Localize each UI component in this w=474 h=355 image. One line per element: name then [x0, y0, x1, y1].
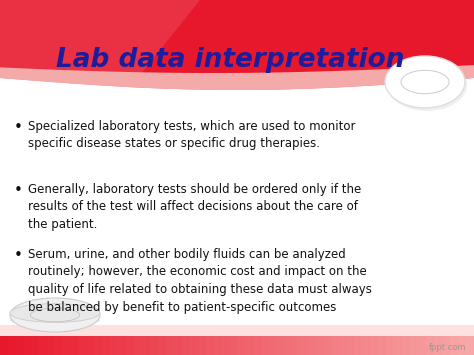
Polygon shape — [8, 336, 16, 355]
Text: Generally, laboratory tests should be ordered only if the
results of the test wi: Generally, laboratory tests should be or… — [28, 183, 361, 231]
Polygon shape — [435, 336, 442, 355]
Text: Specialized laboratory tests, which are used to monitor
specific disease states : Specialized laboratory tests, which are … — [28, 120, 356, 151]
Ellipse shape — [10, 313, 100, 327]
Ellipse shape — [385, 56, 465, 108]
Polygon shape — [332, 336, 340, 355]
Polygon shape — [0, 0, 474, 100]
Polygon shape — [450, 336, 458, 355]
Polygon shape — [142, 336, 150, 355]
Polygon shape — [95, 336, 103, 355]
Polygon shape — [229, 336, 237, 355]
Polygon shape — [300, 336, 308, 355]
Text: •: • — [14, 183, 22, 198]
Polygon shape — [198, 336, 205, 355]
Polygon shape — [103, 336, 110, 355]
Polygon shape — [347, 336, 356, 355]
Polygon shape — [269, 336, 276, 355]
Polygon shape — [458, 336, 466, 355]
Polygon shape — [0, 105, 474, 340]
Polygon shape — [371, 336, 379, 355]
Polygon shape — [158, 336, 166, 355]
Polygon shape — [253, 336, 261, 355]
Polygon shape — [213, 336, 221, 355]
Polygon shape — [316, 336, 324, 355]
Polygon shape — [87, 336, 95, 355]
Polygon shape — [308, 336, 316, 355]
Text: Serum, urine, and other bodily fluids can be analyzed
routinely; however, the ec: Serum, urine, and other bodily fluids ca… — [28, 248, 372, 313]
Polygon shape — [63, 336, 71, 355]
Polygon shape — [261, 336, 269, 355]
Polygon shape — [150, 336, 158, 355]
Polygon shape — [205, 336, 213, 355]
Polygon shape — [0, 65, 474, 90]
Polygon shape — [0, 78, 474, 120]
Polygon shape — [47, 336, 55, 355]
Ellipse shape — [10, 304, 100, 322]
Text: fppt.com: fppt.com — [428, 344, 466, 353]
Polygon shape — [0, 0, 200, 100]
Polygon shape — [276, 336, 284, 355]
Polygon shape — [71, 336, 79, 355]
Polygon shape — [427, 336, 435, 355]
Polygon shape — [174, 336, 182, 355]
Polygon shape — [24, 336, 32, 355]
Text: •: • — [14, 248, 22, 263]
Polygon shape — [356, 336, 364, 355]
Ellipse shape — [387, 59, 467, 111]
Polygon shape — [16, 336, 24, 355]
Polygon shape — [39, 336, 47, 355]
Polygon shape — [134, 336, 142, 355]
Polygon shape — [466, 336, 474, 355]
Polygon shape — [419, 336, 427, 355]
Polygon shape — [127, 336, 134, 355]
Polygon shape — [442, 336, 450, 355]
Polygon shape — [190, 336, 198, 355]
Polygon shape — [182, 336, 190, 355]
Polygon shape — [379, 336, 387, 355]
Polygon shape — [395, 336, 403, 355]
Text: Lab data interpretation: Lab data interpretation — [56, 47, 404, 73]
Polygon shape — [79, 336, 87, 355]
Polygon shape — [411, 336, 419, 355]
Polygon shape — [55, 336, 63, 355]
Polygon shape — [0, 336, 8, 355]
Polygon shape — [32, 336, 39, 355]
Polygon shape — [364, 336, 371, 355]
Polygon shape — [403, 336, 411, 355]
Polygon shape — [387, 336, 395, 355]
Polygon shape — [0, 325, 474, 336]
Polygon shape — [324, 336, 332, 355]
Polygon shape — [237, 336, 245, 355]
Polygon shape — [292, 336, 300, 355]
Polygon shape — [166, 336, 174, 355]
Polygon shape — [340, 336, 347, 355]
Polygon shape — [110, 336, 118, 355]
Polygon shape — [221, 336, 229, 355]
Polygon shape — [245, 336, 253, 355]
Text: •: • — [14, 120, 22, 135]
Polygon shape — [284, 336, 292, 355]
Polygon shape — [118, 336, 127, 355]
Ellipse shape — [10, 298, 100, 332]
